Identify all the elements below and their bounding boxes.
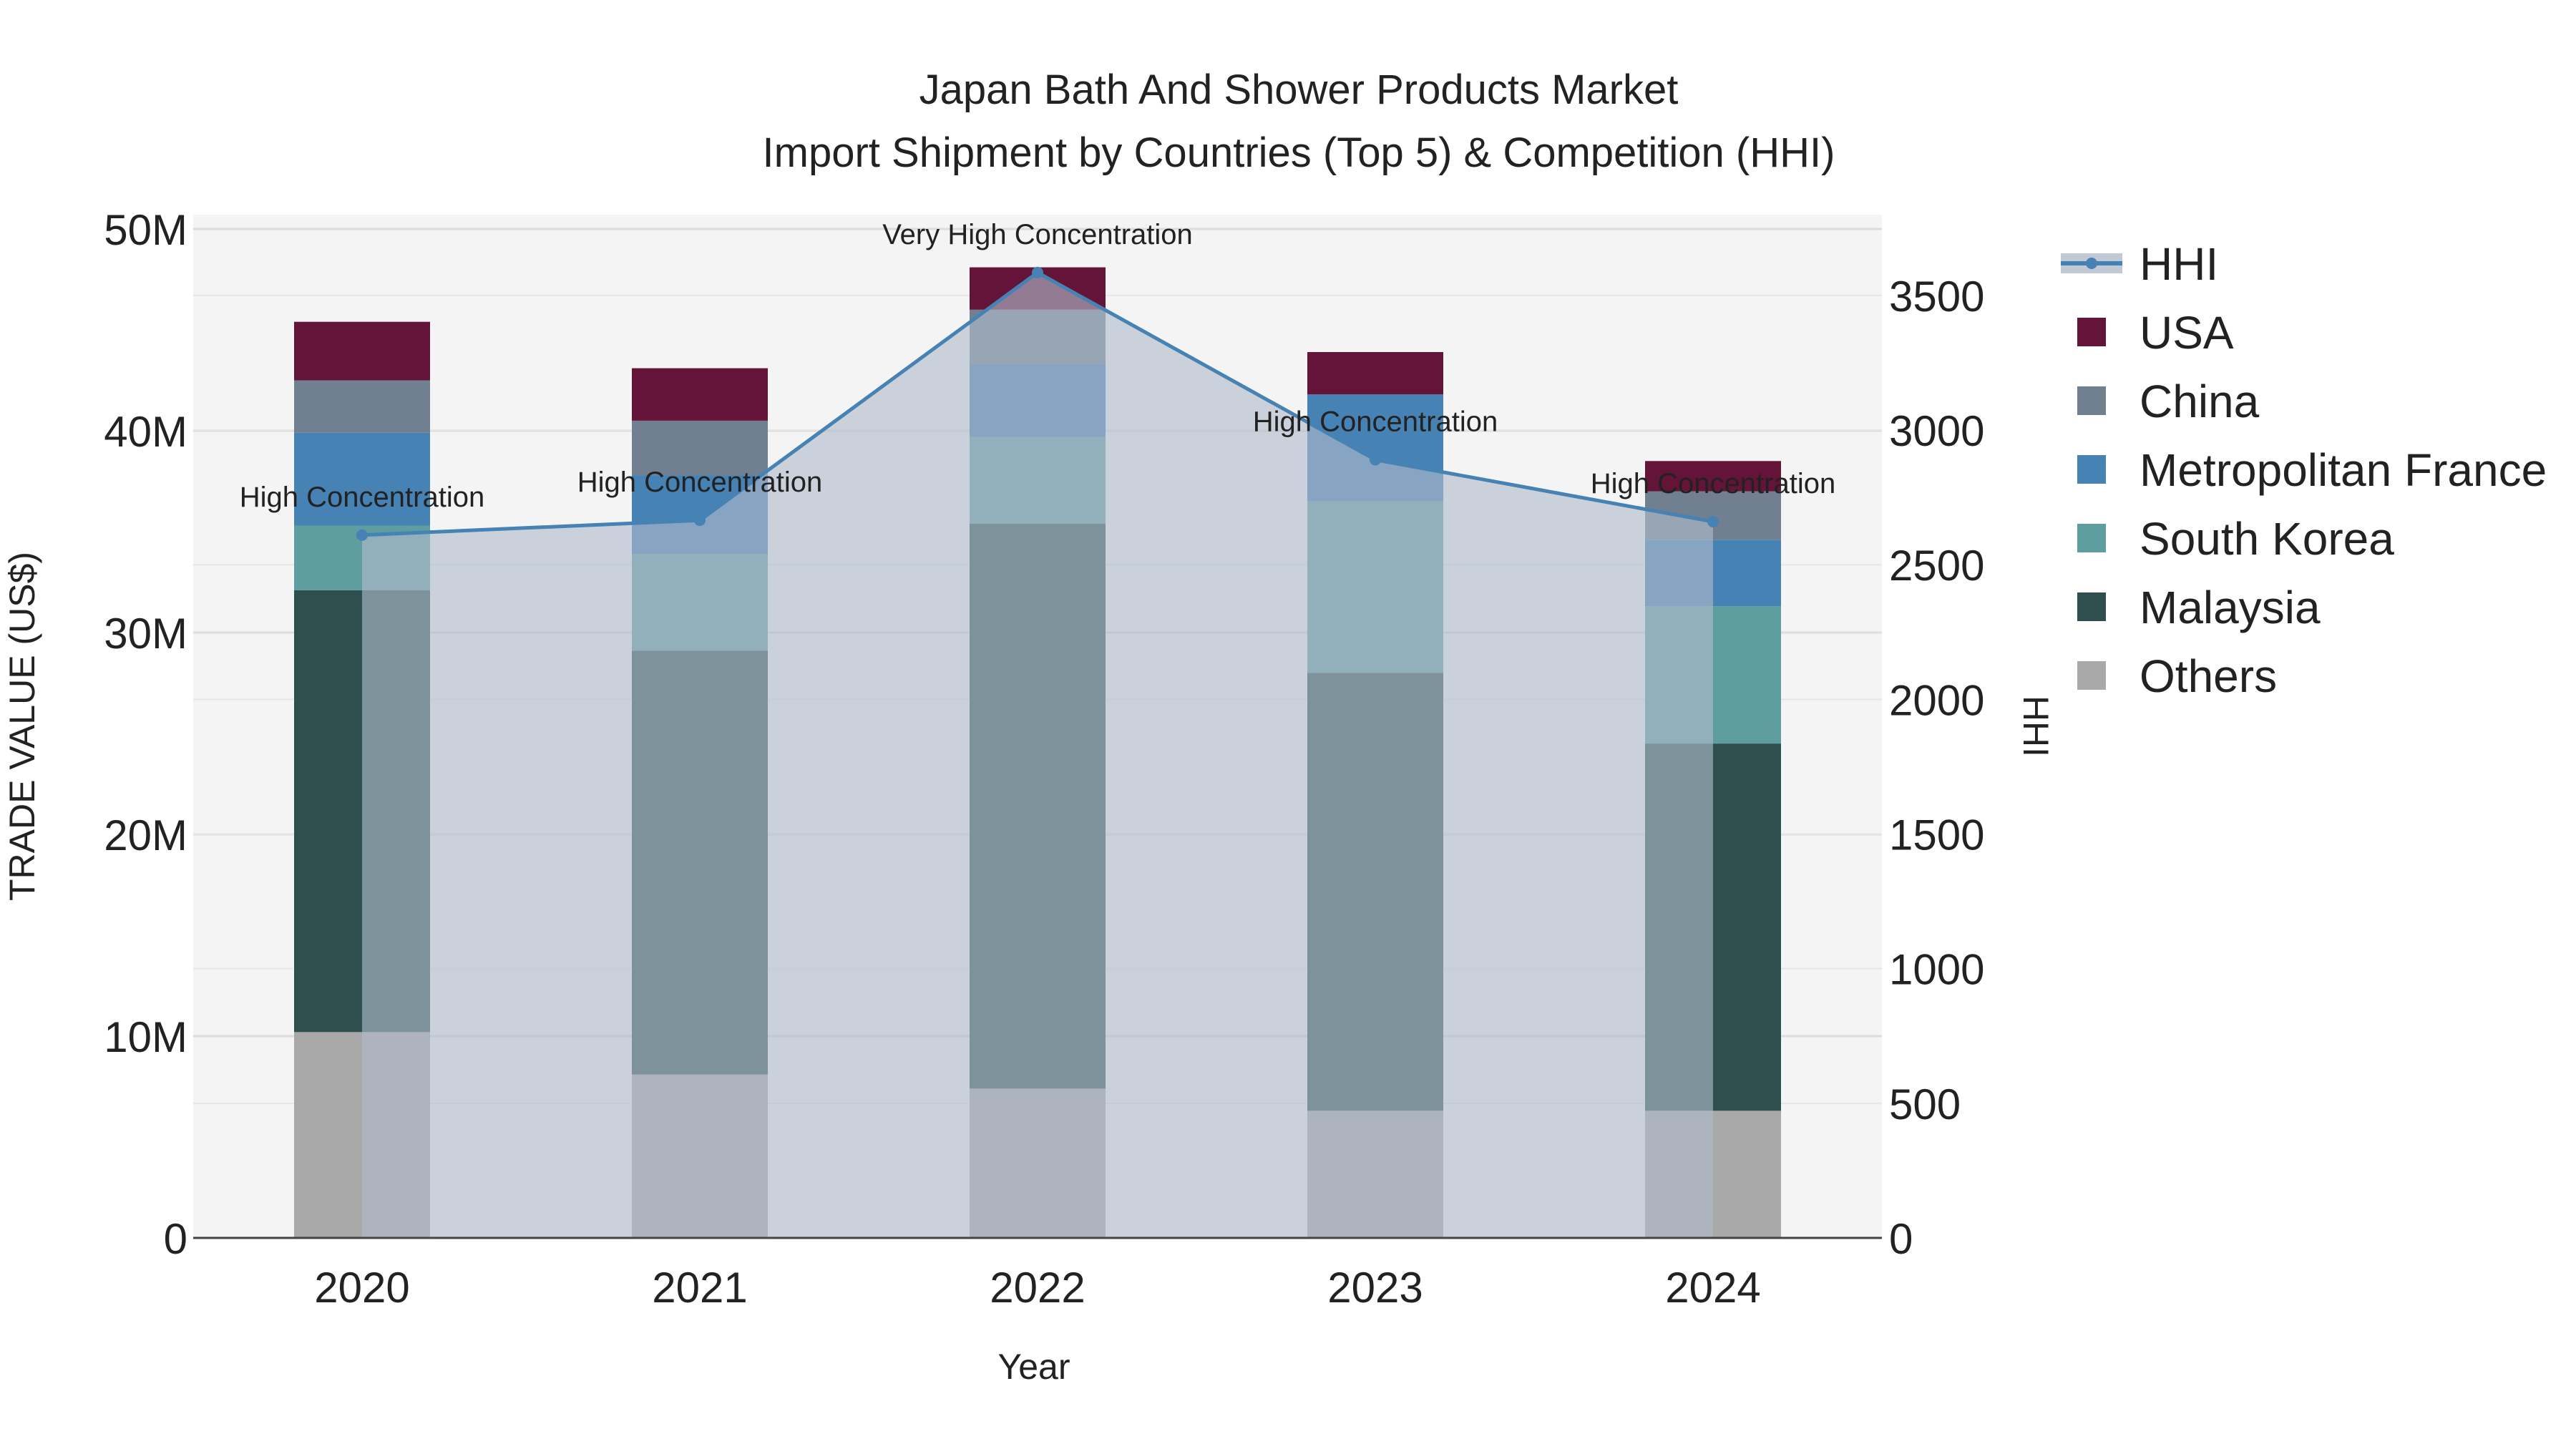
chart-subtitle: Import Shipment by Countries (Top 5) & C…: [763, 130, 1835, 176]
y2-tick-label: 3000: [1889, 407, 1984, 455]
y2-tick-label: 3500: [1889, 273, 1984, 321]
y-tick-label: 20M: [104, 811, 187, 859]
bar-usa-2024: [1645, 461, 1781, 492]
y-tick-label: 30M: [104, 610, 187, 658]
legend-swatch-metropolitan-france: [2077, 455, 2106, 484]
bar-usa-2021: [632, 368, 768, 421]
legend-label-malaysia: Malaysia: [2140, 582, 2321, 633]
hhi-annotation-2020: High Concentration: [240, 482, 484, 513]
y2-tick-label: 1500: [1889, 811, 1984, 859]
legend-label-metropolitan-france: Metropolitan France: [2140, 444, 2547, 496]
hhi-point-2022: [1032, 266, 1043, 278]
y-axis-title: TRADE VALUE (US$): [2, 552, 42, 901]
y2-tick-label: 2500: [1889, 542, 1984, 590]
legend-label-others: Others: [2140, 650, 2277, 702]
hhi-point-2023: [1370, 454, 1381, 466]
legend-label-south-korea: South Korea: [2140, 513, 2394, 565]
legend-swatch-hhi-marker: [2086, 258, 2097, 269]
bar-china-2021: [632, 420, 768, 476]
bar-metropolitan-france-2020: [294, 432, 430, 526]
legend-label-usa: USA: [2140, 307, 2234, 358]
hhi-area-fill: [362, 272, 1713, 1238]
chart-title: Japan Bath And Shower Products Market: [919, 67, 1679, 113]
x-tick-label: 2022: [990, 1264, 1085, 1312]
bar-usa-2020: [294, 321, 430, 381]
legend-swatch-usa: [2077, 318, 2106, 346]
bar-china-2020: [294, 380, 430, 433]
y-tick-label: 50M: [104, 206, 187, 254]
hhi-annotation-2021: High Concentration: [577, 467, 822, 498]
x-axis-title: Year: [997, 1347, 1070, 1387]
y2-tick-label: 0: [1889, 1215, 1913, 1263]
legend: HHI USA China Metropolitan France South Kore…: [2061, 238, 2547, 702]
x-tick-label: 2020: [314, 1264, 409, 1312]
y-tick-label: 40M: [104, 408, 187, 456]
hhi-annotation-2024: High Concentration: [1591, 468, 1835, 499]
hhi-point-2024: [1707, 516, 1719, 527]
y2-tick-label: 2000: [1889, 676, 1984, 724]
y2-tick-label: 500: [1889, 1080, 1961, 1128]
hhi-point-2020: [356, 529, 368, 541]
y-tick-label: 0: [164, 1215, 187, 1263]
legend-label-china: China: [2140, 376, 2260, 427]
x-tick-label: 2024: [1665, 1264, 1760, 1312]
hhi-annotation-2022: Very High Concentration: [882, 219, 1193, 250]
legend-swatch-malaysia: [2077, 592, 2106, 621]
y2-axis-title: HHI: [2016, 696, 2056, 757]
x-tick-label: 2023: [1327, 1264, 1423, 1312]
hhi-point-2021: [694, 514, 706, 527]
hhi-annotation-2023: High Concentration: [1253, 406, 1498, 437]
legend-swatch-south-korea: [2077, 524, 2106, 552]
bar-usa-2023: [1307, 352, 1443, 395]
legend-label-hhi: HHI: [2140, 238, 2218, 290]
x-tick-label: 2021: [652, 1264, 747, 1312]
axis-ticks: 0 10M 20M 30M 40M 50M 0 500 1000 1500 2000 2500 3000…: [104, 206, 1984, 1312]
y2-tick-label: 1000: [1889, 946, 1984, 994]
y-tick-label: 10M: [104, 1013, 187, 1061]
hhi-series: High Concentration High Concentration Very…: [240, 219, 1835, 1238]
legend-swatch-china: [2077, 386, 2106, 415]
legend-swatch-others: [2077, 661, 2106, 690]
